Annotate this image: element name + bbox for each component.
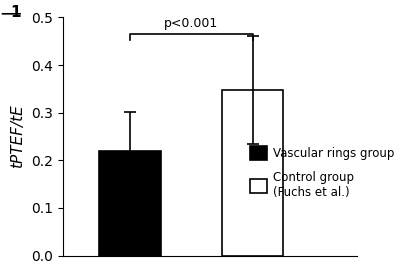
Legend: Vascular rings group, Control group
(Fuchs et al.): Vascular rings group, Control group (Fuc… [245,141,400,204]
Text: 1: 1 [10,5,20,21]
Y-axis label: tPTEF/tE: tPTEF/tE [10,105,26,168]
Bar [100,151,161,256]
Bar [222,90,283,256]
Text: p<0.001: p<0.001 [164,17,218,30]
